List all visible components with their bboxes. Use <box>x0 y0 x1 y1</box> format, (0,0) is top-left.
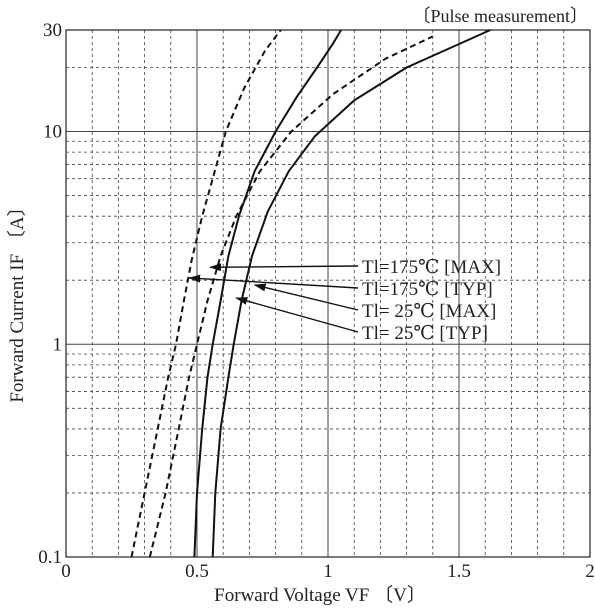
y-tick-label: 10 <box>43 122 62 143</box>
x-tick-label: 0.5 <box>185 561 209 582</box>
x-tick-label: 2 <box>585 561 595 582</box>
x-tick-label: 1 <box>323 561 333 582</box>
series-line-3 <box>211 29 491 558</box>
y-tick-labels: 0.1 1 10 30 <box>38 20 62 568</box>
y-tick-label: 1 <box>53 334 63 355</box>
legend-arrow <box>235 297 359 333</box>
legend-arrow <box>253 283 359 311</box>
y-axis-title: Forward Current IF 〔A〕 <box>6 197 28 402</box>
series-line-1 <box>148 35 434 558</box>
y-tick-label: 0.1 <box>38 547 62 568</box>
x-tick-label: 0 <box>61 561 71 582</box>
plot-frame <box>65 29 591 558</box>
legend-label: Tl= 25℃ [TYP] <box>362 323 488 344</box>
series-line-2 <box>130 29 282 558</box>
legend-arrow <box>188 274 359 289</box>
y-tick-label: 30 <box>43 20 62 41</box>
x-axis-title: Forward Voltage VF 〔V〕 <box>214 584 426 606</box>
legend-arrow <box>209 263 359 272</box>
legend-label: Tl= 25℃ [MAX] <box>362 301 496 322</box>
legend-label: Tl=175℃ [TYP] <box>362 279 493 300</box>
pulse-measurement-note: 〔Pulse measurement〕 <box>413 6 588 26</box>
legend: Tl=175℃ [MAX]Tl=175℃ [TYP]Tl= 25℃ [MAX]T… <box>188 257 501 344</box>
x-tick-label: 1.5 <box>447 561 471 582</box>
x-tick-labels: 0 0.5 1 1.5 2 <box>61 561 595 582</box>
series-line-4 <box>193 29 342 558</box>
series-group <box>130 29 491 558</box>
legend-label: Tl=175℃ [MAX] <box>362 257 501 278</box>
